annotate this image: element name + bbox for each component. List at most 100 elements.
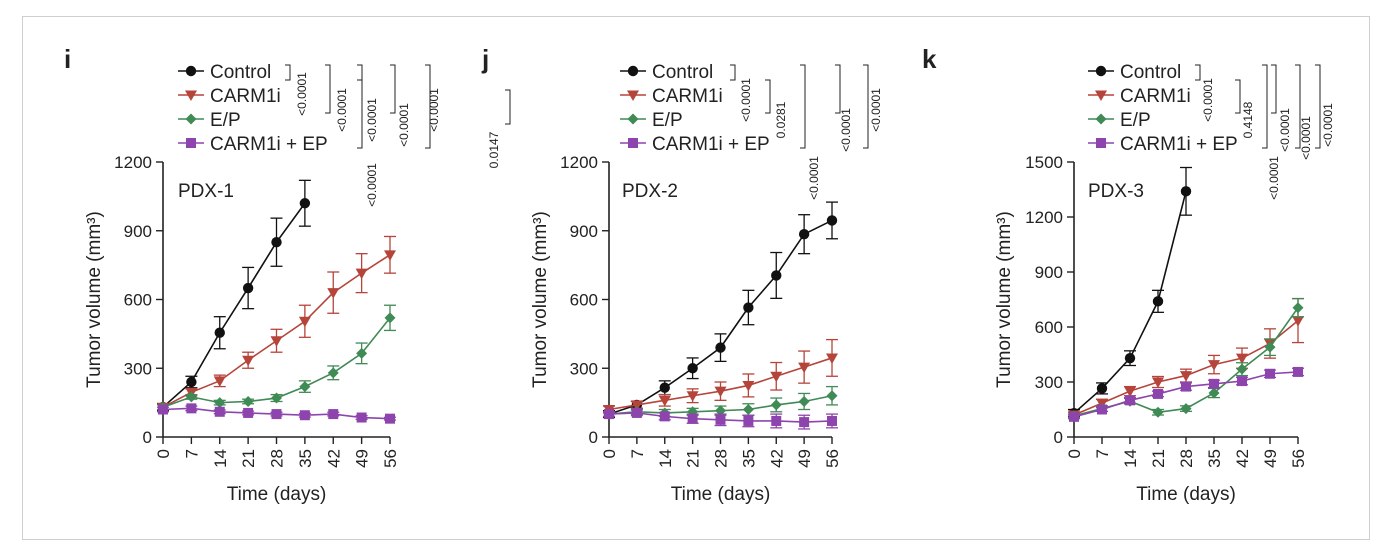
data-point xyxy=(1237,376,1247,387)
data-point xyxy=(658,395,671,407)
series-line xyxy=(162,202,306,408)
x-tick-label: 0 xyxy=(1065,449,1084,458)
data-point xyxy=(1208,360,1220,371)
pvalue-bracket xyxy=(357,64,363,81)
data-point xyxy=(1264,341,1276,353)
y-tick-label: 0 xyxy=(143,428,152,447)
data-point xyxy=(271,237,282,248)
figure-frame xyxy=(22,16,1370,540)
x-tick-label: 21 xyxy=(1149,449,1168,468)
pvalue-bracket xyxy=(285,64,291,81)
data-point xyxy=(355,268,368,280)
data-point xyxy=(826,215,838,226)
data-point xyxy=(185,391,197,403)
y-axis-label: Tumor volume (mm³) xyxy=(994,211,1015,388)
legend-label: Control xyxy=(210,62,271,83)
y-tick-label: 900 xyxy=(1035,263,1063,282)
pvalue-label: <0.0001 xyxy=(295,72,309,116)
pvalue-bracket xyxy=(425,64,431,149)
data-point xyxy=(270,336,283,347)
x-tick-label: 56 xyxy=(381,449,400,468)
pvalue-label: <0.0001 xyxy=(1201,78,1215,122)
x-tick-label: 21 xyxy=(684,449,703,468)
data-point xyxy=(770,399,782,411)
x-tick-label: 28 xyxy=(1177,449,1196,468)
data-point xyxy=(1069,411,1079,422)
x-tick-label: 35 xyxy=(739,449,758,468)
pvalue-bracket xyxy=(1295,64,1301,149)
pvalue-bracket xyxy=(1235,79,1241,114)
data-point xyxy=(1124,352,1136,364)
x-tick-label: 35 xyxy=(1205,449,1224,468)
data-point xyxy=(271,409,282,420)
pvalue-bracket xyxy=(1271,64,1277,114)
data-point xyxy=(826,390,838,402)
legend-marker xyxy=(1095,113,1107,125)
pvalue-bracket xyxy=(325,64,331,114)
x-tick-label: 28 xyxy=(712,449,731,468)
pvalue-label: <0.0001 xyxy=(365,163,379,207)
y-tick-label: 1200 xyxy=(1025,208,1063,227)
y-tick-label: 300 xyxy=(124,359,152,378)
pdx-label: PDX-1 xyxy=(178,181,234,202)
data-point xyxy=(743,415,754,426)
legend-label: CARM1i + EP xyxy=(210,134,328,155)
data-point xyxy=(1292,302,1304,314)
data-point xyxy=(1209,378,1219,389)
pvalue-bracket xyxy=(835,64,841,114)
data-point xyxy=(715,342,726,353)
data-point xyxy=(299,381,311,393)
pvalue-label: <0.0001 xyxy=(869,88,883,132)
x-tick-label: 14 xyxy=(211,449,230,468)
data-point xyxy=(1181,381,1191,392)
x-tick-label: 49 xyxy=(795,449,814,468)
series-carm1i xyxy=(1068,297,1304,421)
series-carm1i-ep xyxy=(603,407,838,430)
pdx-label: PDX-2 xyxy=(622,181,678,202)
data-point xyxy=(356,347,368,359)
data-point xyxy=(186,376,197,388)
data-point xyxy=(715,405,726,417)
series-control xyxy=(157,179,311,413)
panel-letter: k xyxy=(922,44,937,74)
legend-label: E/P xyxy=(1120,110,1151,131)
pvalue-label: <0.0001 xyxy=(1267,156,1281,200)
data-point xyxy=(1152,296,1164,307)
legend-label: CARM1i xyxy=(1120,86,1191,107)
data-point xyxy=(298,316,311,328)
legend-marker xyxy=(627,90,639,101)
y-tick-label: 300 xyxy=(1035,373,1063,392)
panel-letter: j xyxy=(481,44,489,74)
data-point xyxy=(742,404,754,415)
legend-marker xyxy=(185,65,197,77)
legend-marker xyxy=(628,138,638,148)
y-tick-label: 1200 xyxy=(560,153,598,172)
x-tick-label: 0 xyxy=(154,449,173,458)
legend-marker xyxy=(1096,138,1106,148)
legend-marker xyxy=(185,90,197,101)
data-point xyxy=(1097,404,1107,415)
y-tick-label: 600 xyxy=(570,291,598,310)
pvalue-bracket xyxy=(1195,64,1201,81)
pvalue-label: <0.0001 xyxy=(739,78,753,122)
y-tick-label: 600 xyxy=(1035,318,1063,337)
data-point xyxy=(799,417,810,428)
data-point xyxy=(604,409,614,420)
legend-label: E/P xyxy=(652,110,683,131)
data-point xyxy=(1208,387,1220,399)
data-point xyxy=(714,386,727,398)
pvalue-label: <0.0001 xyxy=(397,103,411,147)
data-point xyxy=(384,312,396,324)
data-point xyxy=(384,250,396,261)
y-tick-label: 0 xyxy=(589,428,598,447)
pvalue-bracket xyxy=(765,79,771,114)
data-point xyxy=(1292,316,1304,327)
pvalue-label: 0.0147 xyxy=(487,131,501,168)
series-carm1i-ep xyxy=(157,403,396,424)
data-point xyxy=(242,395,254,407)
data-point xyxy=(827,415,837,426)
legend-label: Control xyxy=(1120,62,1181,83)
pvalue-label: <0.0001 xyxy=(365,98,379,142)
y-tick-label: 1200 xyxy=(114,153,152,172)
